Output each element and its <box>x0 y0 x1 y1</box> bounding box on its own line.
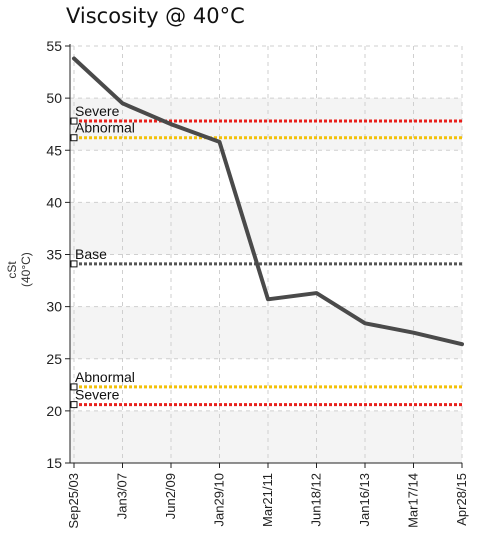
limit-label: Abnormal <box>75 120 135 136</box>
x-tick-label: Jun2/09 <box>163 473 178 519</box>
plot-band <box>70 202 462 255</box>
data-point <box>412 331 415 335</box>
y-tick-label: 50 <box>46 90 62 106</box>
y-tick-label: 25 <box>46 351 62 367</box>
data-point <box>169 122 173 126</box>
y-tick-label: 55 <box>46 38 62 54</box>
x-tick-label: Jan29/10 <box>212 473 227 527</box>
limit-label: Base <box>75 246 107 262</box>
x-tick-label: Mar21/11 <box>260 473 275 527</box>
x-tick-label: Apr28/15 <box>454 473 469 526</box>
data-point <box>121 101 124 105</box>
limit-label: Abnormal <box>75 369 135 385</box>
plot-band <box>70 410 462 463</box>
data-point <box>460 342 464 346</box>
x-tick-label: Jan3/07 <box>115 473 130 519</box>
data-point <box>363 321 367 325</box>
x-tick-label: Mar17/14 <box>406 473 421 528</box>
data-point <box>315 291 318 295</box>
x-tick-label: Sep25/03 <box>66 473 81 529</box>
limit-label: Severe <box>75 387 120 403</box>
data-point <box>72 57 76 61</box>
x-tick-label: Jan16/13 <box>357 473 372 527</box>
y-tick-label: 40 <box>46 194 62 210</box>
data-point <box>266 297 270 301</box>
plot-band <box>70 306 462 359</box>
x-tick-label: Jun18/12 <box>309 473 324 527</box>
y-tick-label: 20 <box>46 403 62 419</box>
data-point <box>218 140 221 144</box>
limit-label: Severe <box>75 103 120 119</box>
limit-marker <box>70 117 78 125</box>
limit-marker <box>70 134 78 142</box>
y-tick-label: 35 <box>46 247 62 263</box>
y-tick-label: 30 <box>46 299 62 315</box>
limit-marker <box>70 383 78 391</box>
limit-marker <box>70 260 78 268</box>
chart-title: Viscosity @ 40°C <box>66 4 245 28</box>
y-tick-label: 45 <box>46 142 62 158</box>
y-tick-label: 15 <box>46 455 62 471</box>
limit-marker <box>70 401 78 409</box>
